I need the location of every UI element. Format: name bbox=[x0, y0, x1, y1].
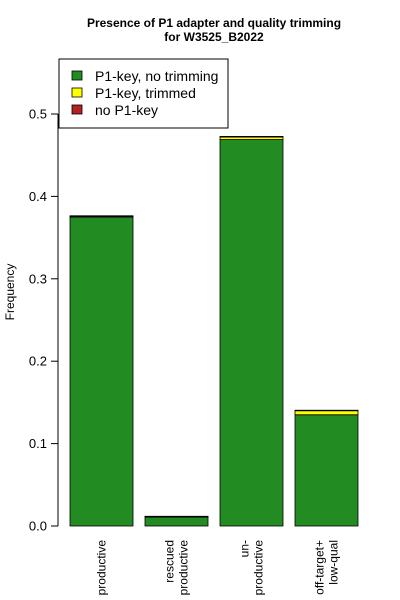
legend-entry: no P1-key bbox=[95, 102, 158, 118]
bar-segment-2-2 bbox=[219, 136, 284, 138]
bar-segment-2-0 bbox=[219, 139, 284, 527]
x-category-label: low-qual bbox=[327, 540, 341, 585]
legend-swatch bbox=[71, 87, 83, 98]
bar-segment-3-1 bbox=[294, 410, 359, 416]
legend-box bbox=[58, 58, 229, 129]
x-category-label: productive bbox=[177, 540, 191, 596]
bar-segment-1-0 bbox=[144, 516, 209, 527]
chart-title-line-2: for W3525_B2022 bbox=[164, 30, 264, 44]
x-category-label: productive bbox=[252, 540, 266, 596]
y-tick-label: 0.1 bbox=[29, 436, 47, 451]
y-tick-label: 0.0 bbox=[29, 519, 47, 534]
bar-segment-0-2 bbox=[69, 215, 134, 217]
y-axis: 0.0 0.1 0.2 0.3 0.4 0.5 bbox=[29, 107, 59, 534]
bar-segment-1-2 bbox=[144, 515, 209, 518]
y-tick-label: 0.3 bbox=[29, 271, 47, 286]
x-axis-labels: productive rescued productive un-productive… bbox=[95, 540, 341, 596]
x-category-label: productive bbox=[95, 540, 109, 596]
y-axis-label: Frequency bbox=[3, 264, 17, 321]
y-tick-label: 0.2 bbox=[29, 354, 47, 369]
x-category-label: un- bbox=[238, 540, 252, 557]
chart-title-line-1: Presence of P1 adapter and quality trimm… bbox=[87, 16, 341, 30]
bars-group bbox=[69, 136, 359, 527]
bar-segment-3-2 bbox=[294, 409, 359, 412]
legend-entry: P1-key, no trimming bbox=[95, 68, 218, 84]
bar-segment-0-0 bbox=[69, 216, 134, 527]
x-category-label: off-target+ bbox=[313, 540, 327, 595]
legend-swatch bbox=[71, 70, 83, 81]
bar-segment-3-0 bbox=[294, 414, 359, 527]
x-category-label: rescued bbox=[163, 540, 177, 583]
y-tick-label: 0.4 bbox=[29, 189, 47, 204]
y-tick-label: 0.5 bbox=[29, 107, 47, 122]
legend-entry: P1-key, trimmed bbox=[95, 85, 196, 101]
legend-swatch bbox=[71, 104, 83, 115]
